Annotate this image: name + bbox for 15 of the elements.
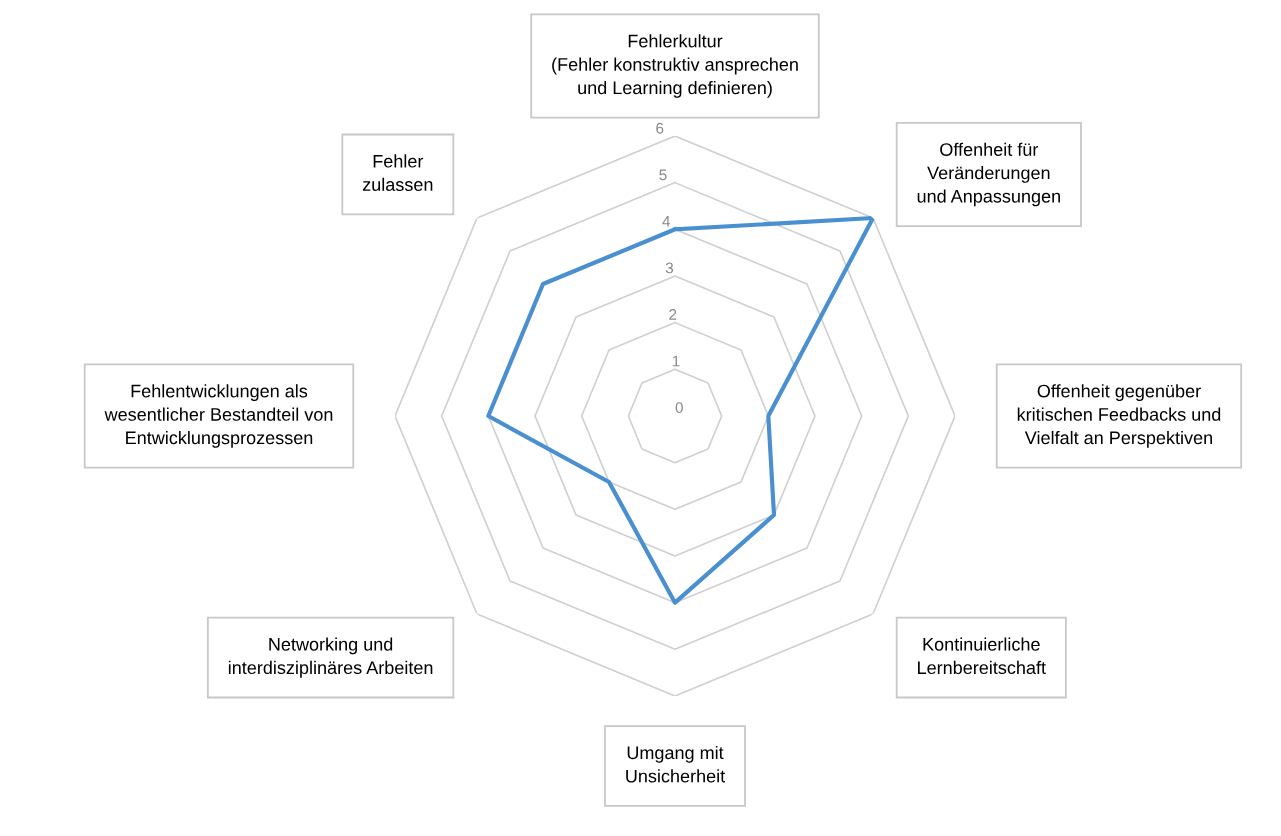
y-tick-label: 5 [659, 169, 667, 181]
spoke-label: Fehlentwicklungen als wesentlicher Bestandteil von Entwicklungsprozessen [104, 384, 333, 448]
y-tick-label: 3 [665, 262, 674, 274]
spoke-label: Offenheit gegenüber kritischen Feedbacks und Vielfalt an Perspektiven [1017, 384, 1221, 448]
y-tick-label: 2 [669, 309, 677, 320]
y-tick-label: 0 [675, 402, 683, 413]
y-tick-label: 4 [662, 216, 671, 227]
spoke-label: Networking und interdisziplinäres Arbeiten [228, 637, 433, 678]
spoke-label: Fehler zulassen [362, 154, 433, 191]
spoke-label: Offenheit für Veränderungen und Anpassungen [917, 142, 1060, 207]
spoke-label: Kontinuierliche Lernbereitschaft [918, 637, 1046, 675]
y-tick-label: 6 [656, 122, 664, 134]
y-tick-label: 1 [672, 355, 680, 367]
spoke-label: Fehlerkultur (Fehler konstruktiv ansprechen und Learning definieren) [552, 34, 798, 98]
spoke-label: Umgang mit Unsicherheit [626, 745, 726, 783]
